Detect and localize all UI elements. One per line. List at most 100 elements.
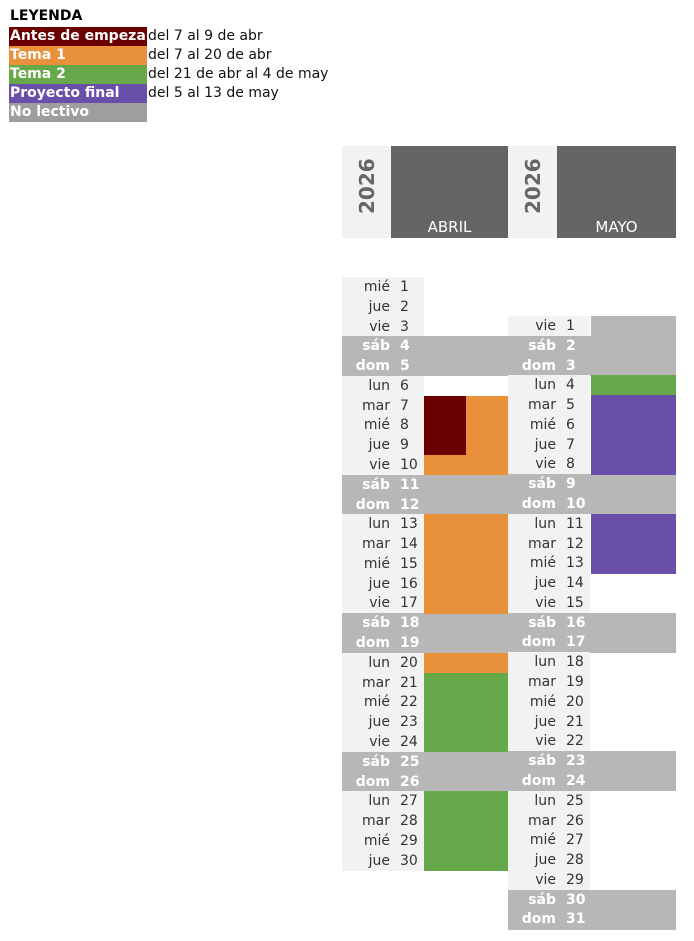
period-bar-tema-2 — [591, 375, 676, 396]
day-number: 23 — [566, 753, 586, 770]
day-row: jue 9 — [342, 435, 424, 456]
weekend-row: sáb 16 — [508, 612, 676, 633]
weekend-row: sáb 11 — [342, 474, 508, 496]
legend-swatch-nolectivo: No lectivo — [9, 103, 147, 122]
day-row: mar 12 — [508, 533, 590, 554]
day-number: 26 — [566, 812, 584, 829]
day-row: vie 8 — [508, 454, 590, 475]
weekday-label: sáb — [528, 337, 556, 354]
day-row: mar 5 — [508, 395, 590, 416]
weekday-label: jue — [368, 714, 390, 731]
day-row: lun 18 — [508, 652, 590, 673]
day-number: 23 — [400, 714, 418, 731]
weekday-label: jue — [534, 852, 556, 869]
weekday-label: vie — [535, 733, 556, 750]
weekday-label: lun — [534, 654, 556, 671]
weekday-label: mar — [528, 674, 556, 691]
day-row: mié 8 — [342, 415, 424, 436]
day-number: 30 — [566, 891, 586, 908]
day-row: lun 6 — [342, 375, 424, 397]
day-number: 13 — [400, 516, 418, 533]
day-row: mar 14 — [342, 534, 424, 555]
day-row: vie 3 — [342, 316, 424, 337]
day-row: mié 22 — [342, 692, 424, 713]
day-number: 27 — [566, 832, 584, 849]
day-row: jue 2 — [342, 296, 424, 318]
day-number: 26 — [400, 773, 420, 790]
day-number: 11 — [400, 476, 420, 493]
day-number: 21 — [566, 713, 584, 730]
weekday-label: dom — [521, 634, 556, 651]
weekday-label: lun — [368, 377, 390, 394]
weekday-label: dom — [355, 358, 390, 375]
weekend-row: dom 17 — [508, 632, 676, 653]
period-bar-tema-2 — [424, 791, 508, 871]
weekday-label: mié — [529, 693, 556, 710]
weekday-label: mié — [363, 555, 390, 572]
day-row: jue 28 — [508, 850, 590, 871]
weekday-label: sáb — [528, 753, 556, 770]
legend-range: del 21 de abr al 4 de may — [148, 66, 329, 82]
period-bar-tema-1 — [424, 514, 508, 614]
day-number: 2 — [566, 337, 576, 354]
day-row: lun 27 — [342, 791, 424, 812]
day-row: mié 1 — [342, 277, 424, 298]
weekday-label: dom — [521, 496, 556, 513]
period-bar-proyecto-final — [591, 513, 676, 574]
day-row: jue 14 — [508, 573, 590, 594]
day-row: mié 15 — [342, 553, 424, 575]
day-number: 3 — [400, 318, 409, 335]
day-number: 27 — [400, 793, 418, 810]
day-number: 24 — [566, 772, 586, 789]
day-row: mar 21 — [342, 672, 424, 693]
day-number: 20 — [400, 654, 418, 671]
day-number: 18 — [566, 654, 584, 671]
weekend-row: sáb 30 — [508, 889, 676, 910]
weekday-label: jue — [368, 298, 390, 315]
day-row: vie 1 — [508, 316, 590, 337]
weekday-label: jue — [534, 713, 556, 730]
day-number: 7 — [566, 436, 575, 453]
day-row: vie 10 — [342, 455, 424, 476]
weekend-row: dom 24 — [508, 770, 676, 792]
legend-swatch-antes: Antes de empeza — [9, 27, 147, 46]
weekday-label: mar — [528, 812, 556, 829]
weekday-label: mié — [363, 279, 390, 295]
day-row: lun 13 — [342, 514, 424, 535]
day-number: 22 — [566, 733, 584, 750]
day-number: 17 — [566, 634, 586, 651]
day-number: 1 — [566, 318, 575, 334]
weekday-label: mié — [529, 555, 556, 572]
day-number: 31 — [566, 911, 586, 928]
day-number: 24 — [400, 733, 418, 750]
weekend-row: sáb 18 — [342, 613, 508, 634]
weekend-row: dom 26 — [342, 771, 508, 792]
weekday-label: dom — [521, 911, 556, 928]
weekday-label: vie — [535, 594, 556, 611]
day-number: 13 — [566, 555, 584, 572]
day-number: 3 — [566, 357, 576, 374]
weekday-label: lun — [534, 792, 556, 809]
weekday-label: lun — [368, 793, 390, 810]
weekday-label: vie — [535, 318, 556, 334]
day-row: lun 4 — [508, 375, 590, 396]
weekend-row: dom 10 — [508, 494, 676, 515]
day-number: 10 — [566, 496, 586, 513]
period-bar-tema-1 — [424, 652, 508, 674]
weekday-label: mié — [529, 832, 556, 849]
weekday-label: mié — [363, 417, 390, 434]
day-number: 17 — [400, 595, 418, 612]
weekend-row: sáb 9 — [508, 474, 676, 495]
day-number: 25 — [566, 792, 584, 809]
day-number: 12 — [566, 535, 584, 552]
day-number: 5 — [400, 358, 410, 375]
day-number: 10 — [400, 457, 418, 474]
day-number: 16 — [400, 575, 418, 592]
weekday-label: lun — [368, 654, 390, 671]
period-bar-proyecto-final — [591, 395, 676, 475]
weekday-label: sáb — [528, 891, 556, 908]
weekday-label: mar — [362, 813, 390, 830]
day-number: 1 — [400, 279, 409, 295]
weekday-label: jue — [368, 575, 390, 592]
weekend-row: dom 12 — [342, 494, 508, 515]
